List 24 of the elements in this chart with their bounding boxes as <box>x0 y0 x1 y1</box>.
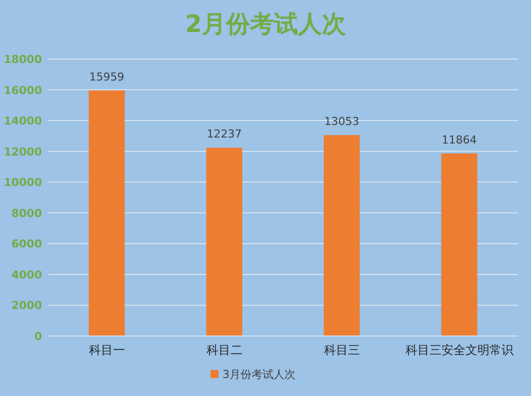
x-tick-label: 科目一 <box>88 343 125 357</box>
bar <box>206 148 242 336</box>
y-tick-label: 8000 <box>11 206 42 220</box>
x-tick-label: 科目三 <box>324 343 360 357</box>
data-label: 11864 <box>442 133 477 146</box>
data-label: 13053 <box>324 115 360 128</box>
bar <box>88 90 125 336</box>
bar <box>324 135 360 336</box>
y-tick-label: 4000 <box>11 268 42 282</box>
chart-title: 2月份考试人次 <box>185 10 347 38</box>
y-tick-label: 18000 <box>4 53 42 66</box>
y-tick-label: 6000 <box>11 238 42 251</box>
y-tick-label: 10000 <box>4 176 42 190</box>
legend-label: 3月份考试人次 <box>222 368 296 381</box>
y-tick-label: 12000 <box>4 145 42 158</box>
data-label: 12237 <box>206 128 242 141</box>
x-tick-label: 科目二 <box>206 343 242 357</box>
y-tick-label: 16000 <box>4 84 42 97</box>
bar <box>441 153 478 336</box>
x-tick-label: 科目三安全文明常识 <box>405 343 514 357</box>
y-tick-label: 0 <box>34 330 42 343</box>
data-label: 15959 <box>89 70 124 84</box>
y-tick-label: 14000 <box>4 114 42 128</box>
y-tick-label: 2000 <box>11 299 42 312</box>
